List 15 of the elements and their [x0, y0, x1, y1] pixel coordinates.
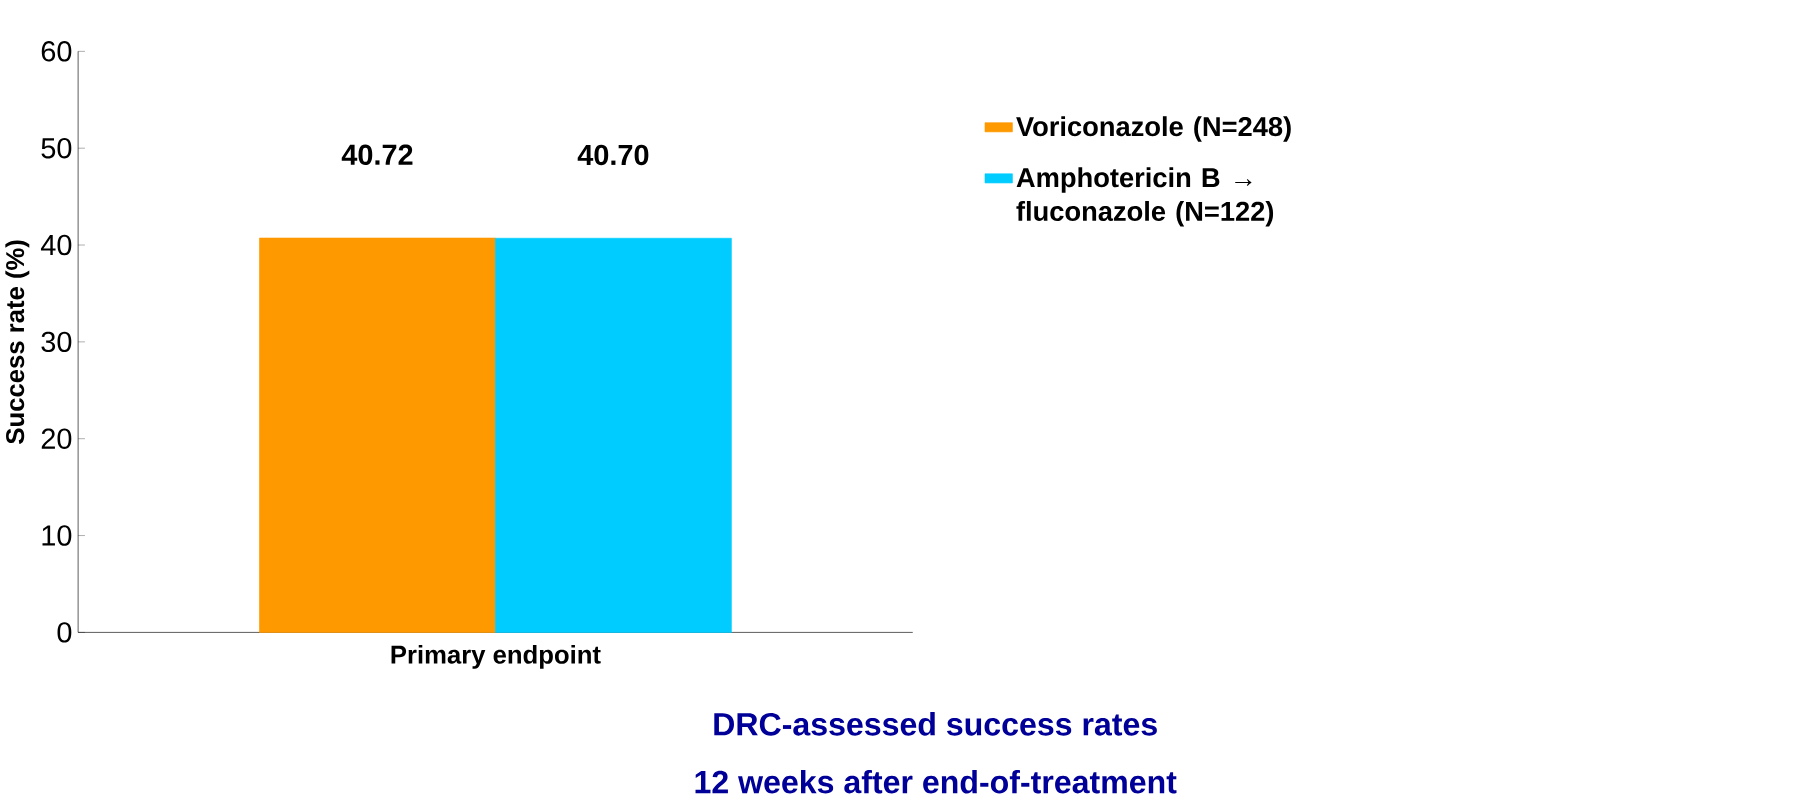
y-tick-label: 40 — [40, 234, 72, 256]
legend-label: Amphotericin B → fluconazole (N=122) — [1016, 167, 1274, 227]
y-tick-label: 30 — [41, 331, 72, 352]
legend-label: Voriconazole (N=248) — [1016, 116, 1291, 142]
data-label: 40.70 — [577, 144, 649, 165]
text: 12 weeks after end-of-treatment — [695, 769, 1177, 794]
y-tick-label: 0 — [57, 621, 72, 643]
y-tick-label: 20 — [41, 428, 72, 449]
text: DRC-assessed success rates — [714, 711, 1157, 736]
y-tick-label: 50 — [41, 137, 72, 159]
y-tick-label: 60 — [41, 40, 72, 62]
y-axis-title: Success rate (%) — [5, 240, 30, 444]
x-tick-label: Primary endpoint — [391, 644, 601, 669]
data-label: 40.72 — [341, 144, 413, 165]
y-tick-label: 10 — [42, 525, 72, 546]
